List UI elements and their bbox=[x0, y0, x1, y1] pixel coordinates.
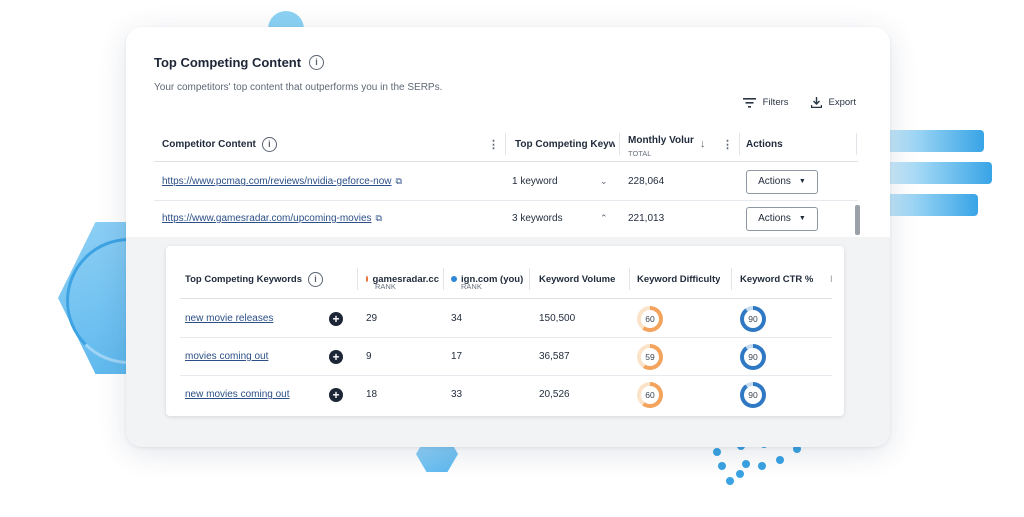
difficulty-value: 60 bbox=[641, 385, 659, 404]
keyword-volume: 20,526 bbox=[539, 389, 570, 400]
keyword-row: new movie releases + 29 34 150,500 60 90 bbox=[180, 300, 832, 338]
competitor-url-link[interactable]: https://www.gamesradar.com/upcoming-movi… bbox=[162, 213, 372, 224]
actions-cell: Actions ▼ bbox=[746, 200, 818, 237]
competitor-color-dot bbox=[366, 276, 369, 282]
caret-down-icon: ▼ bbox=[798, 215, 806, 222]
competing-keywords-subtable: Top Competing Keywords i gamesradar.cc R… bbox=[166, 246, 844, 416]
header-keyword-volume[interactable]: Keyword Volume bbox=[539, 273, 616, 285]
monthly-volume-value: 228,064 bbox=[628, 176, 665, 187]
difficulty-value: 60 bbox=[641, 309, 659, 328]
external-link-icon[interactable]: ⧉ bbox=[375, 213, 382, 223]
header-monthly-volume-sub: TOTAL bbox=[628, 149, 652, 158]
keyword-count: 1 keyword bbox=[512, 176, 558, 187]
header-competitor-content[interactable]: Competitor Content i bbox=[162, 127, 277, 161]
export-label: Export bbox=[828, 97, 856, 108]
panel-subtitle: Your competitors' top content that outpe… bbox=[154, 82, 443, 93]
actions-label: Actions bbox=[758, 213, 791, 224]
chevron-down-icon[interactable]: ⌄ bbox=[600, 176, 608, 186]
header-actions-label: Actions bbox=[746, 138, 783, 150]
add-keyword-icon[interactable]: + bbox=[329, 387, 343, 402]
decorative-stripe bbox=[886, 162, 992, 184]
header-monthly-volume-label: Monthly Volur bbox=[628, 134, 694, 146]
add-keyword-icon[interactable]: + bbox=[329, 311, 343, 326]
competitor-rank: 18 bbox=[366, 389, 378, 400]
info-icon[interactable]: i bbox=[309, 55, 325, 71]
keyword-count: 3 keywords bbox=[512, 213, 563, 224]
toolbar: Filters Export bbox=[742, 97, 856, 108]
difficulty-gauge: 60 bbox=[637, 305, 663, 332]
your-rank: 34 bbox=[451, 313, 463, 324]
header-keyword-ctr[interactable]: Keyword CTR % bbox=[740, 273, 814, 285]
you-color-dot bbox=[451, 276, 457, 282]
ctr-value: 90 bbox=[744, 309, 762, 328]
ctr-value: 90 bbox=[744, 385, 762, 404]
keyword-row: movies coming out + 9 17 36,587 59 90 bbox=[180, 338, 832, 376]
actions-dropdown[interactable]: Actions ▼ bbox=[746, 169, 818, 194]
header-top-competing-keywords: Top Competing Keywords i bbox=[185, 264, 323, 294]
header-you-rank[interactable]: ign.com (you) bbox=[451, 264, 523, 294]
column-menu-icon[interactable]: ⋮ bbox=[488, 138, 499, 151]
filters-button[interactable]: Filters bbox=[742, 97, 789, 108]
competitor-url-cell[interactable]: https://www.gamesradar.com/upcoming-movi… bbox=[162, 200, 382, 237]
ctr-gauge: 90 bbox=[740, 381, 766, 408]
keyword-volume: 36,587 bbox=[539, 351, 570, 362]
your-rank: 33 bbox=[451, 389, 463, 400]
monthly-volume-value: 221,013 bbox=[628, 213, 665, 224]
difficulty-gauge: 60 bbox=[637, 381, 663, 408]
header-comp2-sub: RANK bbox=[461, 281, 482, 291]
panel-title-text: Top Competing Content bbox=[154, 55, 302, 70]
external-link-icon[interactable]: ⧉ bbox=[395, 176, 402, 186]
sort-down-icon[interactable]: ↓ bbox=[700, 138, 706, 150]
export-button[interactable]: Export bbox=[810, 97, 856, 108]
header-keywords-label: Top Competing Keywords bbox=[185, 273, 302, 285]
panel-title: Top Competing Content i bbox=[154, 55, 325, 71]
subtable-header: Top Competing Keywords i gamesradar.cc R… bbox=[180, 264, 833, 299]
actions-label: Actions bbox=[758, 176, 791, 187]
difficulty-gauge: 59 bbox=[637, 343, 663, 370]
header-top-keywords-label: Top Competing Keywo bbox=[515, 138, 615, 150]
table-row: https://www.pcmag.com/reviews/nvidia-gef… bbox=[154, 163, 858, 201]
actions-cell: Actions ▼ bbox=[746, 163, 818, 200]
header-comp1-sub: RANK bbox=[375, 281, 396, 291]
scrollbar[interactable] bbox=[855, 205, 860, 235]
your-rank: 17 bbox=[451, 351, 463, 362]
keyword-volume: 150,500 bbox=[539, 313, 576, 324]
column-menu-icon[interactable]: ⋮ bbox=[722, 138, 733, 151]
decorative-stripe bbox=[880, 130, 984, 152]
add-keyword-icon[interactable]: + bbox=[329, 349, 343, 364]
filter-icon bbox=[742, 97, 756, 108]
keyword-row: new movies coming out + 18 33 20,526 60 … bbox=[180, 376, 832, 413]
header-competitor-rank[interactable]: gamesradar.cc bbox=[366, 264, 439, 294]
download-icon bbox=[810, 97, 822, 108]
ctr-gauge: 90 bbox=[740, 305, 766, 332]
keyword-link[interactable]: new movie releases bbox=[185, 313, 274, 324]
chevron-up-icon[interactable]: ⌃ bbox=[600, 213, 608, 223]
header-keyword-difficulty[interactable]: Keyword Difficulty bbox=[637, 273, 721, 285]
filters-label: Filters bbox=[762, 97, 789, 108]
competitor-url-cell[interactable]: https://www.pcmag.com/reviews/nvidia-gef… bbox=[162, 163, 402, 200]
ctr-gauge: 90 bbox=[740, 343, 766, 370]
ctr-value: 90 bbox=[744, 347, 762, 366]
header-monthly-volume[interactable]: Monthly Volur TOTAL bbox=[628, 127, 718, 161]
competitor-rank: 29 bbox=[366, 313, 378, 324]
info-icon[interactable]: i bbox=[261, 136, 277, 152]
header-actions: Actions bbox=[746, 127, 783, 161]
caret-down-icon: ▼ bbox=[798, 178, 806, 185]
keyword-link[interactable]: new movies coming out bbox=[185, 389, 290, 400]
header-competitor-content-label: Competitor Content bbox=[162, 138, 256, 150]
header-comp1-label: gamesradar.cc bbox=[372, 273, 439, 285]
keyword-link[interactable]: movies coming out bbox=[185, 351, 269, 362]
difficulty-value: 59 bbox=[641, 347, 659, 366]
header-next-column: I bbox=[830, 273, 833, 285]
header-comp2-label: ign.com (you) bbox=[461, 273, 524, 285]
decorative-stripe bbox=[878, 194, 978, 216]
top-competing-content-panel: Top Competing Content i Your competitors'… bbox=[126, 27, 890, 447]
table-header: Competitor Content i ⋮ Top Competing Key… bbox=[154, 127, 858, 162]
competitor-url-link[interactable]: https://www.pcmag.com/reviews/nvidia-gef… bbox=[162, 176, 392, 187]
info-icon[interactable]: i bbox=[308, 271, 323, 287]
header-top-competing-keywords[interactable]: Top Competing Keywo bbox=[515, 127, 615, 161]
table-row: https://www.gamesradar.com/upcoming-movi… bbox=[154, 200, 858, 237]
actions-dropdown[interactable]: Actions ▼ bbox=[746, 206, 818, 231]
competitor-rank: 9 bbox=[366, 351, 372, 362]
